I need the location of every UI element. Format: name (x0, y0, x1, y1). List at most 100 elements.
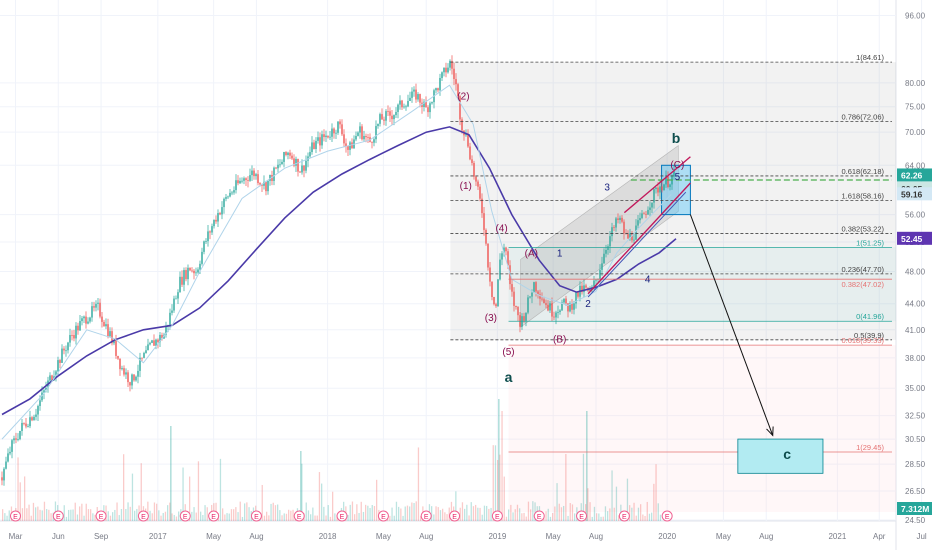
moving-average-line (1, 126, 677, 416)
volume-bar (266, 511, 268, 521)
candle-body (67, 342, 69, 351)
candle-body (533, 282, 535, 293)
candle-body (621, 217, 623, 222)
price-tick-label: 75.00 (905, 103, 926, 112)
time-tick-label: 2021 (828, 532, 846, 541)
volume-bar (602, 516, 604, 521)
volume-bar (112, 512, 114, 521)
candle-body (603, 253, 605, 264)
earnings-marker (576, 510, 588, 522)
volume-bar (131, 473, 134, 521)
candle-body (397, 104, 399, 112)
candle-body (267, 180, 269, 192)
candle-body (365, 135, 367, 138)
candle-body (467, 133, 469, 147)
candle-body (173, 298, 175, 311)
candle-body (395, 111, 397, 116)
volume-bar (241, 516, 244, 521)
candle-body (233, 190, 235, 193)
candle-body (239, 180, 241, 184)
candle-body (337, 121, 339, 133)
volume-bar (444, 512, 446, 521)
candle-body (347, 146, 349, 150)
candle-body (223, 198, 225, 208)
price-axis[interactable]: 96.0080.0075.0070.0064.0056.0052.0048.00… (897, 11, 932, 525)
time-tick-label: Jun (52, 532, 65, 541)
time-tick-label: 2018 (319, 532, 337, 541)
price-tick-label: 38.00 (905, 354, 926, 363)
volume-bar (8, 510, 10, 521)
candle-body (601, 263, 603, 270)
earnings-marker (377, 510, 389, 522)
candle-body (513, 291, 515, 306)
candle-body (427, 107, 429, 113)
wave-label: 2 (585, 299, 591, 310)
price-tick-label: 35.00 (905, 384, 926, 393)
candle-body (373, 139, 375, 143)
price-tick-label: 32.50 (905, 412, 926, 421)
earnings-marker (420, 510, 432, 522)
candle-body (665, 176, 667, 185)
candlestick-series (1, 55, 675, 486)
candle-body (219, 213, 221, 215)
candle-body (593, 280, 595, 287)
volume-bar (631, 507, 633, 521)
target-box-c (737, 438, 824, 474)
volume-bar (556, 483, 558, 521)
candle-body (653, 189, 655, 203)
volume-bar (292, 509, 294, 521)
volume-bar (431, 506, 433, 521)
wave-label: b (672, 130, 681, 146)
volume-bar (558, 503, 560, 521)
time-axis[interactable]: Mar Jun Sep 2017 May Aug 2018 May Aug 2019 May Aug 2… (9, 532, 927, 541)
candle-body (249, 175, 251, 181)
candle-body (647, 209, 649, 215)
candle-body (127, 372, 129, 383)
price-tick-label: 80.00 (905, 79, 926, 88)
volume-bar (411, 502, 413, 521)
volume-bar (475, 504, 477, 521)
candle-body (659, 186, 661, 193)
candle-body (139, 357, 141, 371)
volume-bar (525, 516, 527, 521)
price-tick-label: 70.00 (905, 128, 926, 137)
candle-body (481, 198, 483, 214)
candle-body (407, 101, 409, 107)
volume-bar (519, 508, 521, 521)
candle-body (289, 152, 291, 156)
candle-body (269, 174, 271, 181)
candle-body (161, 334, 163, 339)
price-badge (897, 231, 932, 245)
time-tick-label: Aug (419, 532, 433, 541)
candle-body (241, 180, 243, 182)
volume-bar (123, 454, 125, 521)
wedge-lower-line (587, 182, 691, 295)
candle-body (543, 299, 545, 304)
candle-body (181, 276, 183, 285)
volume-bar (4, 513, 6, 521)
volume-bar (46, 509, 48, 521)
price-tick-label: 24.50 (905, 516, 926, 525)
volume-bar (607, 511, 609, 521)
volume-bar (90, 509, 92, 521)
candle-body (43, 390, 45, 393)
volume-bar (305, 502, 307, 521)
candle-body (503, 247, 505, 254)
trend-drawings (587, 156, 824, 474)
volume-bar (325, 515, 327, 521)
candle-body (97, 302, 99, 304)
volume-bar (468, 515, 470, 521)
volume-bar (582, 453, 585, 521)
volume-bar (272, 502, 274, 521)
volume-bar (646, 501, 648, 521)
candle-body (419, 94, 421, 103)
earnings-marker (618, 510, 630, 522)
candle-body (389, 111, 391, 116)
candle-body (399, 100, 401, 105)
time-tick-label: Apr (873, 532, 886, 541)
candle-body (213, 219, 215, 227)
price-tick-label: 48.00 (905, 268, 926, 277)
candle-body (19, 430, 21, 440)
